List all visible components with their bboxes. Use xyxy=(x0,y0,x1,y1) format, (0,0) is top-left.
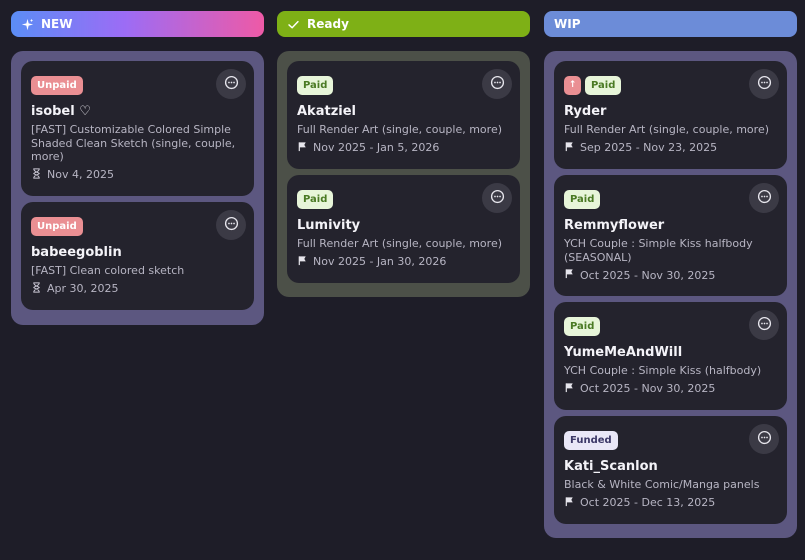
status-badge: Paid xyxy=(297,75,334,95)
hourglass-icon xyxy=(31,167,42,182)
status-badge: Paid xyxy=(297,189,334,209)
status-badge: Paid xyxy=(564,189,601,209)
commission-card[interactable]: Unpaid babeegoblin [FAST] Clean colored … xyxy=(21,202,254,310)
flag-icon xyxy=(564,496,575,510)
chat-button[interactable] xyxy=(749,424,779,454)
status-badge: Unpaid xyxy=(31,216,83,236)
column-body-ready: Paid Akatziel Full Render Art (single, c… xyxy=(277,51,530,297)
due-date: Oct 2025 - Dec 13, 2025 xyxy=(580,496,716,509)
chat-button[interactable] xyxy=(216,69,246,99)
flag-icon xyxy=(564,141,575,155)
column-body-new: Unpaid isobel ♡ [FAST] Customizable Colo… xyxy=(11,51,264,325)
chat-button[interactable] xyxy=(749,310,779,340)
due-date: Oct 2025 - Nov 30, 2025 xyxy=(580,382,716,395)
check-icon xyxy=(285,16,301,32)
due-date: Nov 2025 - Jan 5, 2026 xyxy=(313,141,440,154)
sparkle-icon xyxy=(19,16,35,32)
chat-button[interactable] xyxy=(482,183,512,213)
client-name: Kati_Scanlon xyxy=(564,459,658,474)
commission-description: YCH Couple : Simple Kiss halfbody (SEASO… xyxy=(564,237,753,264)
chat-button[interactable] xyxy=(482,69,512,99)
column-header-ready[interactable]: Ready xyxy=(277,11,530,37)
due-date: Apr 30, 2025 xyxy=(47,282,119,295)
commission-description: [FAST] Clean colored sketch xyxy=(31,264,185,277)
commission-card[interactable]: Paid Lumivity Full Render Art (single, c… xyxy=(287,175,520,283)
column-header-wip[interactable]: WIP xyxy=(544,11,797,37)
hourglass-icon xyxy=(31,281,42,296)
due-date: Nov 2025 - Jan 30, 2026 xyxy=(313,255,447,268)
commission-description: [FAST] Customizable Colored Simple Shade… xyxy=(31,123,236,163)
commission-description: Full Render Art (single, couple, more) xyxy=(297,123,503,136)
flag-icon xyxy=(297,255,308,269)
client-name: Ryder xyxy=(564,104,607,119)
flag-icon xyxy=(564,382,575,396)
chat-bubble-icon xyxy=(490,189,505,208)
due-date: Sep 2025 - Nov 23, 2025 xyxy=(580,141,718,154)
status-badge: Funded xyxy=(564,430,618,450)
chat-bubble-icon xyxy=(757,189,772,208)
column-body-wip: ↑ Paid Ryder Full Render Art (single, co… xyxy=(544,51,797,538)
client-name: Lumivity xyxy=(297,218,361,233)
chat-bubble-icon xyxy=(757,430,772,449)
client-name: YumeMeAndWill xyxy=(564,345,683,360)
client-name: isobel ♡ xyxy=(31,104,91,119)
commission-card[interactable]: ↑ Paid Ryder Full Render Art (single, co… xyxy=(554,61,787,169)
column-title: Ready xyxy=(307,17,349,31)
status-badge: Unpaid xyxy=(31,75,83,95)
commission-card[interactable]: Paid YumeMeAndWill YCH Couple : Simple K… xyxy=(554,302,787,410)
due-date: Oct 2025 - Nov 30, 2025 xyxy=(580,268,716,282)
chat-bubble-icon xyxy=(224,75,239,94)
flag-icon xyxy=(564,268,575,282)
commission-card[interactable]: Funded Kati_Scanlon Black & White Comic/… xyxy=(554,416,787,524)
chat-button[interactable] xyxy=(216,210,246,240)
commission-card[interactable]: Paid Akatziel Full Render Art (single, c… xyxy=(287,61,520,169)
flag-icon xyxy=(297,141,308,155)
chat-bubble-icon xyxy=(757,75,772,94)
status-badge: Paid xyxy=(585,75,622,95)
commission-card[interactable]: Paid Remmyflower YCH Couple : Simple Kis… xyxy=(554,175,787,296)
column-title: WIP xyxy=(554,17,581,31)
client-name: Akatziel xyxy=(297,104,356,119)
status-badge: Paid xyxy=(564,316,601,336)
commission-description: YCH Couple : Simple Kiss (halfbody) xyxy=(564,364,762,377)
chat-bubble-icon xyxy=(224,216,239,235)
commission-card[interactable]: Unpaid isobel ♡ [FAST] Customizable Colo… xyxy=(21,61,254,196)
column-header-new[interactable]: NEW xyxy=(11,11,264,37)
column-title: NEW xyxy=(41,17,73,31)
chat-bubble-icon xyxy=(757,316,772,335)
priority-up-badge: ↑ xyxy=(564,75,581,95)
commission-description: Full Render Art (single, couple, more) xyxy=(297,237,503,250)
chat-button[interactable] xyxy=(749,183,779,213)
chat-button[interactable] xyxy=(749,69,779,99)
chat-bubble-icon xyxy=(490,75,505,94)
due-date: Nov 4, 2025 xyxy=(47,168,114,181)
client-name: Remmyflower xyxy=(564,218,665,233)
commission-description: Black & White Comic/Manga panels xyxy=(564,478,760,491)
commission-description: Full Render Art (single, couple, more) xyxy=(564,123,770,136)
client-name: babeegoblin xyxy=(31,245,122,260)
